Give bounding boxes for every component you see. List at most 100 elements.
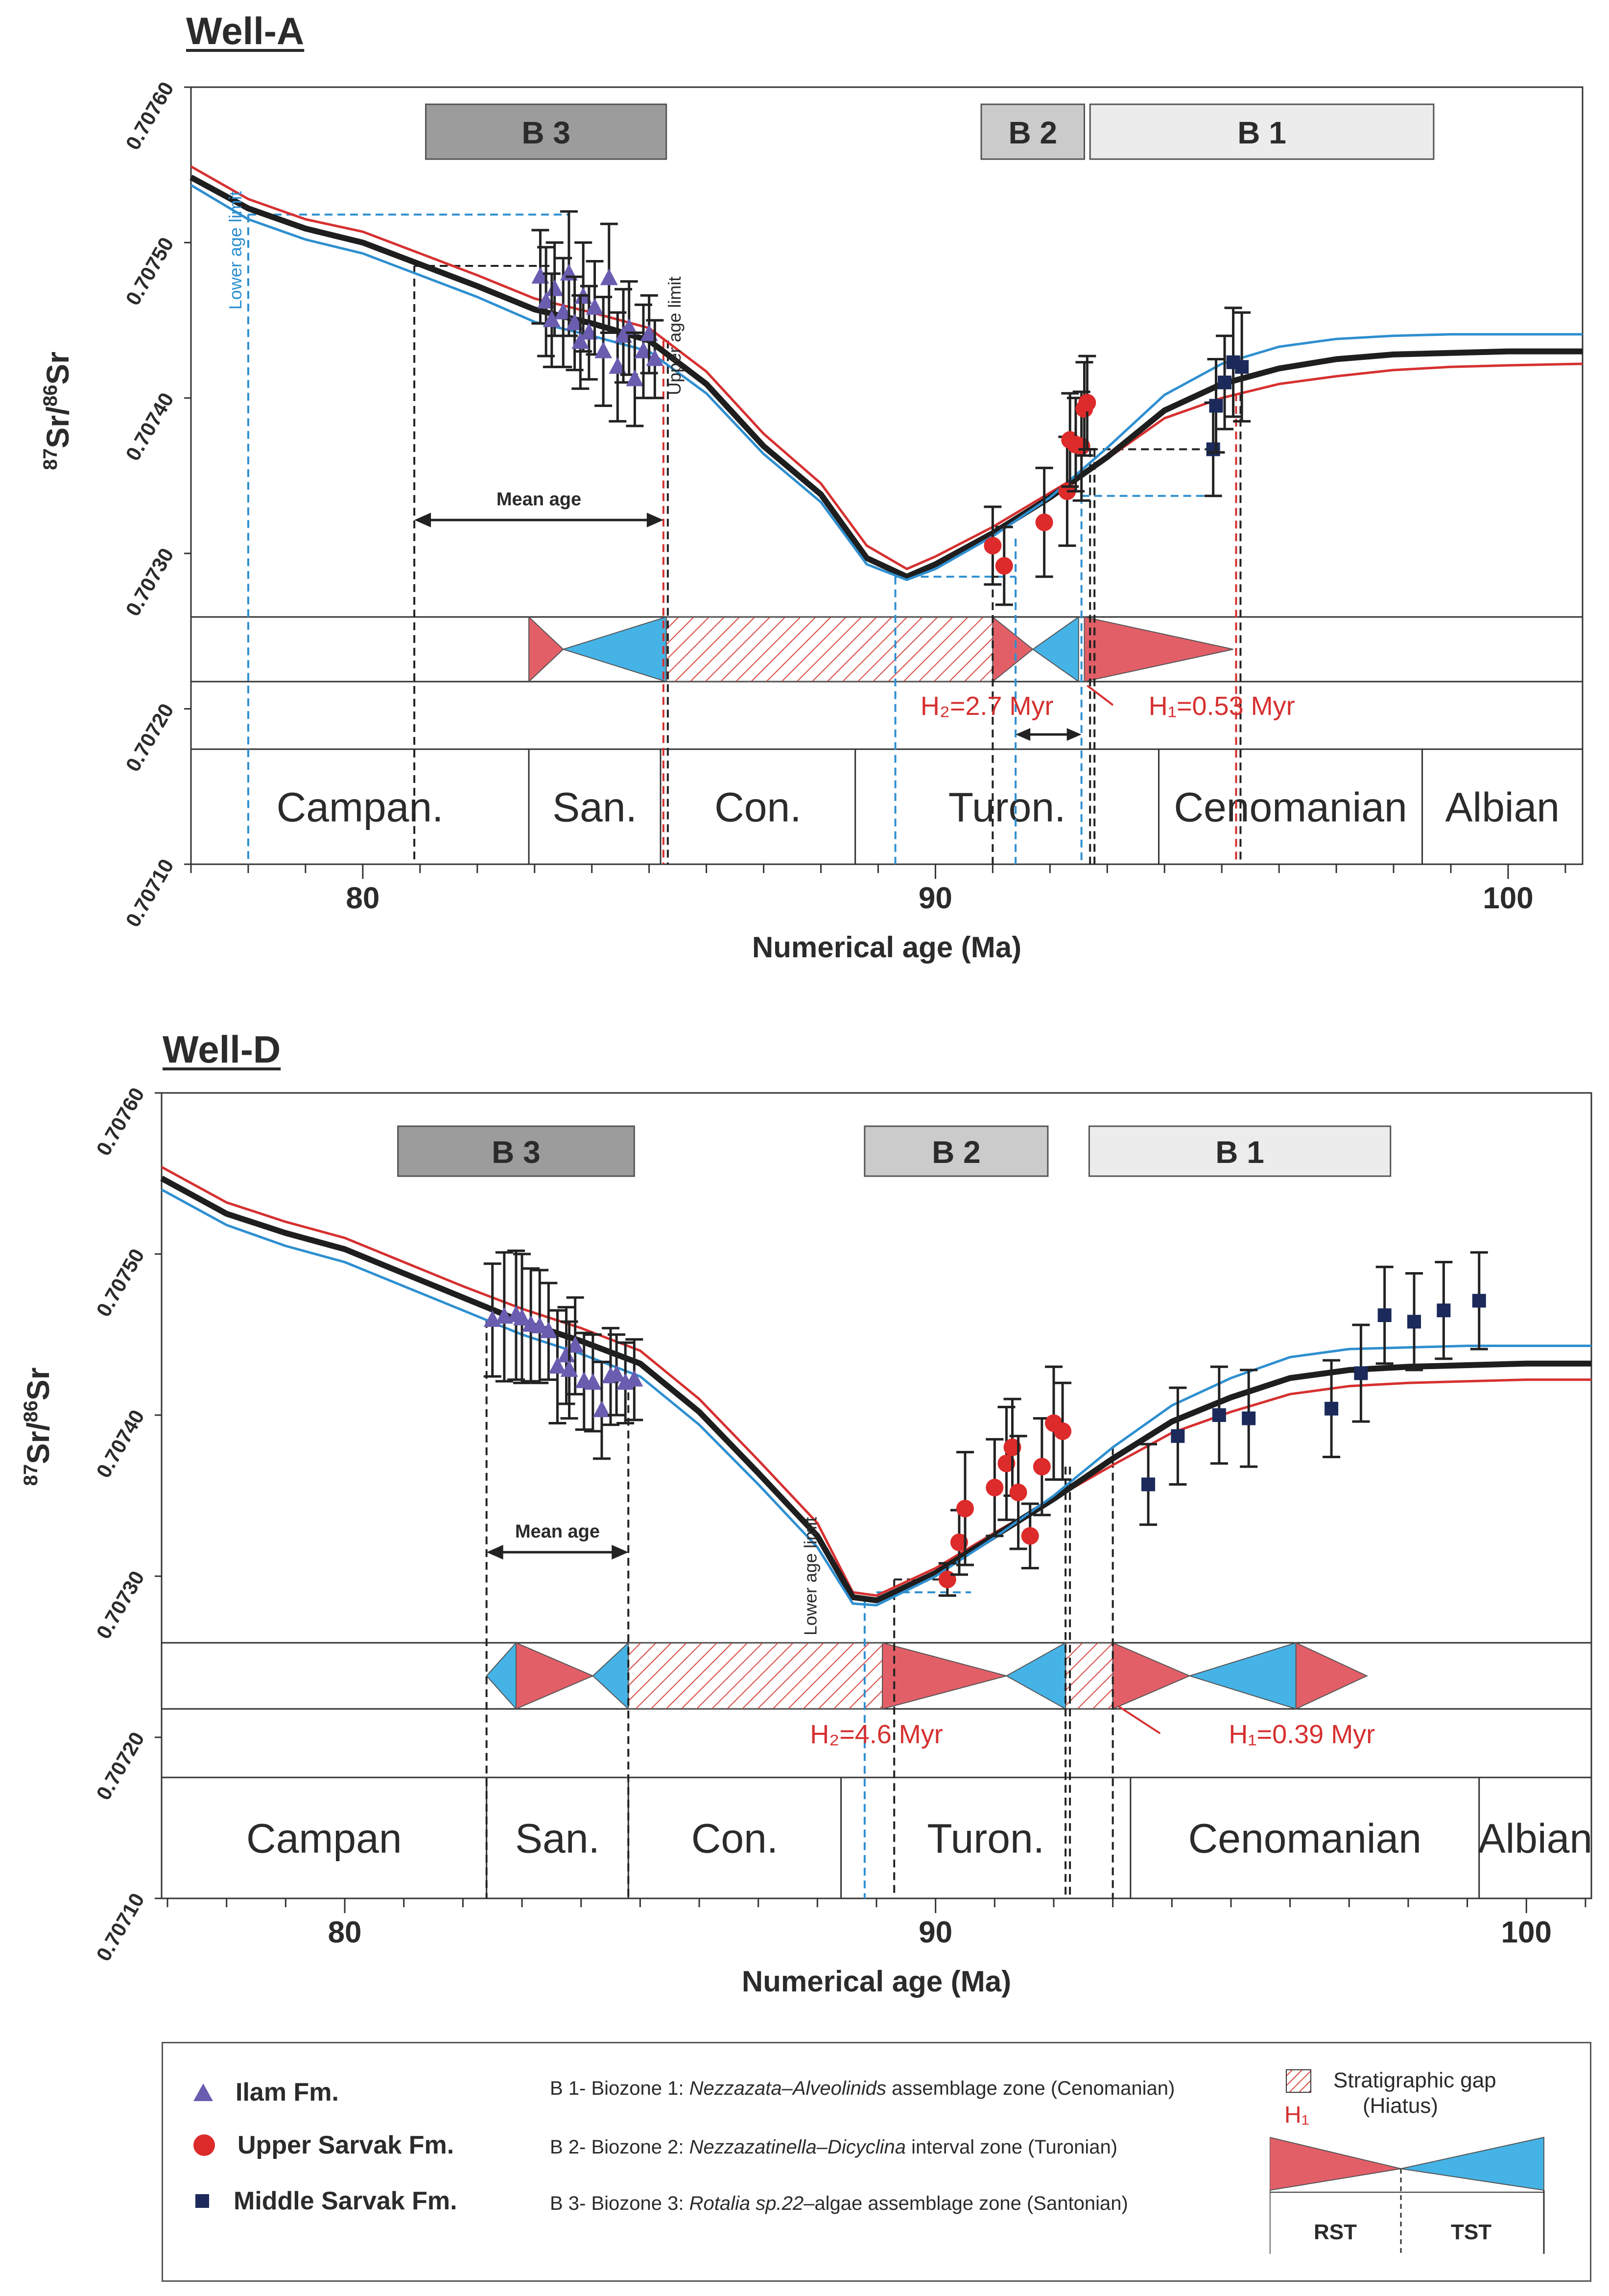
hiatus-hatch: [628, 1642, 883, 1709]
rst-wedge: [992, 615, 1034, 683]
data-point-ilam: [513, 1308, 531, 1326]
legend-b3-taxa: Rotalia sp.22: [689, 2193, 804, 2214]
rst-wedge: [1295, 1642, 1368, 1710]
plot-frame: [161, 1092, 1592, 1899]
arrow-head-left-icon: [486, 1545, 503, 1560]
legend: Ilam Fm. Upper Sarvak Fm. Middle Sarvak …: [162, 2042, 1591, 2282]
well-d-chart: Campan San. Con. Turon. Cenomanian Albian B 3 B…: [20, 1084, 1592, 1998]
tst-wedge-icon: [1400, 2136, 1544, 2191]
arrow-head-left-icon: [1016, 728, 1031, 741]
stage-label: Turon.: [948, 784, 1066, 830]
data-point-upper-sarvak: [1033, 1458, 1051, 1476]
biozone-box: [397, 1125, 635, 1177]
stage-label: San.: [552, 784, 637, 830]
legend-b2-prefix: B 2- Biozone 2:: [550, 2136, 689, 2158]
data-point-ilam: [545, 279, 564, 296]
stage-label: Cenomanian: [1188, 1816, 1421, 1862]
data-point-middle-sarvak: [1407, 1315, 1421, 1329]
data-point-ilam: [594, 341, 613, 358]
x-tick-label: 100: [1501, 1916, 1552, 1949]
legend-b2-description: B 2- Biozone 2: Nezzazatinella–Dicyclina…: [550, 2136, 1117, 2158]
biozone-label: B 3: [492, 1135, 541, 1170]
legend-rst: RST: [1314, 2220, 1357, 2244]
plot-frame: [190, 86, 1584, 865]
legend-sequence-key: Stratigraphic gap (Hiatus) H₁ RST TST: [1270, 2068, 1545, 2254]
y-tick-label: 0.70760: [92, 1084, 149, 1160]
y-tick-label: 0.70710: [92, 1889, 149, 1965]
data-point-ilam: [625, 1370, 643, 1387]
data-point-ilam: [609, 357, 627, 374]
data-point-upper-sarvak: [1072, 437, 1090, 455]
circle-marker-icon: [193, 2134, 215, 2156]
data-point-upper-sarvak: [1009, 1483, 1027, 1501]
hatch-swatch-icon: [1286, 2069, 1311, 2093]
rst-wedge: [1084, 616, 1233, 683]
legend-upper-sarvak: Upper Sarvak Fm.: [192, 2130, 454, 2160]
reference-curve-mean: [160, 1176, 1591, 1604]
legend-b1-taxa: Nezzazata–Alveolinids: [689, 2078, 887, 2099]
stage-label: Con.: [714, 784, 801, 830]
y-tick-label: 0.70730: [121, 544, 178, 620]
data-point-middle-sarvak: [1437, 1303, 1451, 1318]
data-point-ilam: [634, 341, 652, 358]
reference-curve-lower: [190, 184, 1583, 581]
hiatus-h1-label: H₁=0.39 Myr: [1229, 1720, 1375, 1749]
square-marker-icon: [195, 2194, 209, 2208]
x-tick-label: 90: [919, 1916, 952, 1949]
data-point-ilam: [626, 369, 644, 386]
data-point-upper-sarvak: [938, 1570, 956, 1588]
y-tick-label: 0.70740: [92, 1406, 149, 1482]
y-axis-title: 87Sr/86Sr: [20, 1368, 56, 1486]
mean-age-label: Mean age: [497, 489, 581, 510]
lower-age-limit-label: Lower age limit: [225, 191, 245, 309]
stage-label: Albian: [1445, 784, 1560, 830]
data-point-middle-sarvak: [1209, 399, 1223, 413]
biozone-label: B 2: [1008, 115, 1057, 150]
data-point-middle-sarvak: [1472, 1294, 1486, 1308]
data-point-ilam: [566, 313, 584, 331]
hiatus-hatch: [1065, 1642, 1113, 1709]
data-point-middle-sarvak: [1171, 1429, 1185, 1443]
data-point-ilam: [584, 1373, 602, 1390]
stage-label: Campan.: [277, 784, 444, 830]
y-tick-label: 0.70720: [121, 700, 178, 776]
tst-wedge: [1032, 616, 1079, 683]
legend-gap-sub: (Hiatus): [1363, 2094, 1438, 2118]
data-point-ilam: [543, 310, 561, 328]
data-point-ilam: [531, 1317, 549, 1334]
data-point-ilam: [560, 1360, 578, 1377]
data-point-middle-sarvak: [1242, 1411, 1256, 1425]
reference-curve-upper: [190, 165, 1583, 570]
legend-h1: H₁: [1284, 2102, 1309, 2128]
data-point-upper-sarvak: [997, 1454, 1016, 1472]
data-point-upper-sarvak: [1021, 1527, 1039, 1545]
data-point-upper-sarvak: [1054, 1422, 1072, 1440]
stage-label: Turon.: [927, 1816, 1044, 1862]
legend-b1-prefix: B 1- Biozone 1:: [550, 2078, 689, 2099]
y-tick-label: 0.70710: [121, 855, 178, 931]
data-point-ilam: [571, 332, 590, 349]
stage-label: Con.: [691, 1816, 778, 1862]
legend-b2-taxa: Nezzazatinella–Dicyclina: [689, 2136, 906, 2158]
data-point-middle-sarvak: [1212, 1408, 1226, 1422]
hiatus-hatch: [665, 616, 994, 682]
reference-curve-mean: [189, 174, 1583, 580]
arrow-head-left-icon: [414, 513, 431, 527]
well-a-chart: Campan. San. Con. Turon. Cenomanian Albian B 3…: [40, 78, 1584, 964]
data-point-ilam: [592, 1400, 611, 1418]
data-point-middle-sarvak: [1141, 1477, 1156, 1491]
h1-pointer-arrow: [1087, 685, 1114, 706]
y-tick-label: 0.70750: [121, 233, 178, 309]
arrow-head-right-icon: [646, 513, 663, 527]
data-point-ilam: [580, 323, 598, 340]
x-tick-label: 90: [919, 881, 952, 915]
data-point-middle-sarvak: [1218, 376, 1232, 390]
x-axis-title: Numerical age (Ma): [752, 931, 1021, 964]
triangle-marker-icon: [193, 2083, 213, 2101]
data-point-upper-sarvak: [1003, 1438, 1021, 1456]
data-point-middle-sarvak: [1235, 360, 1249, 374]
upper-age-limit-label: Upper age limit: [664, 277, 685, 395]
data-point-middle-sarvak: [1377, 1308, 1392, 1323]
data-point-upper-sarvak: [1035, 513, 1053, 531]
legend-tst: TST: [1451, 2220, 1491, 2244]
